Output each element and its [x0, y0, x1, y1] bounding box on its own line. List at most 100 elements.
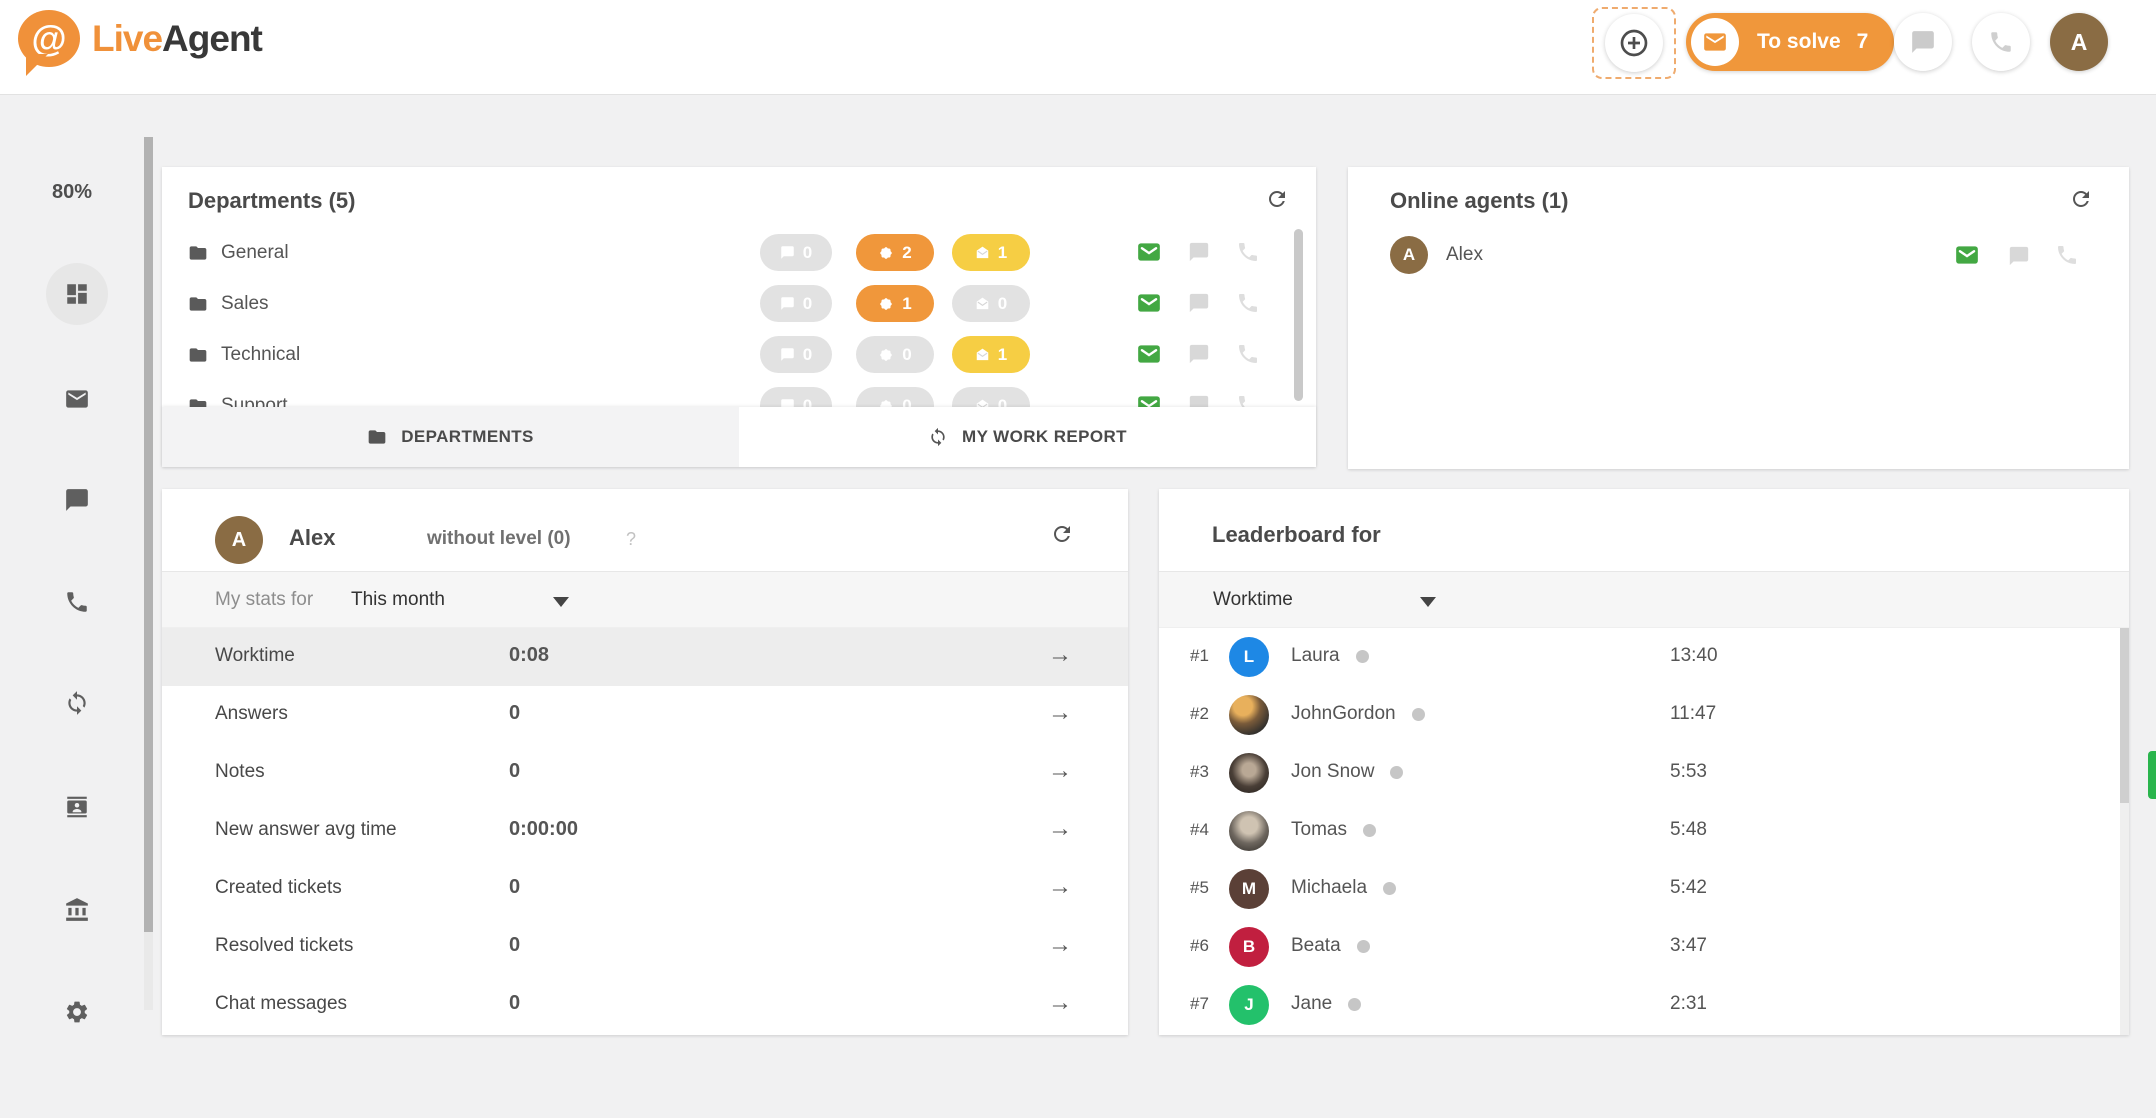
chats-count-badge[interactable]: 0: [760, 285, 832, 322]
sidebar-item-customers[interactable]: [46, 776, 108, 838]
stat-row-answers[interactable]: Answers 0 →: [162, 686, 1128, 744]
page-scrollbar-thumb[interactable]: [144, 137, 153, 932]
stat-row-worktime[interactable]: Worktime 0:08 →: [162, 628, 1128, 686]
department-link[interactable]: Sales: [188, 278, 269, 329]
arrow-right-icon[interactable]: →: [1048, 873, 1072, 900]
refresh-icon[interactable]: [1050, 522, 1074, 546]
start-chat-icon[interactable]: [1188, 241, 1210, 263]
mails-count-badge[interactable]: 0: [952, 387, 1030, 408]
start-call-icon[interactable]: [2055, 243, 2079, 267]
calls-button[interactable]: [1972, 13, 2030, 71]
sidebar-item-tickets[interactable]: [46, 368, 108, 430]
stat-row-chat-messages[interactable]: Chat messages 0 →: [162, 976, 1128, 1034]
tickets-count-badge[interactable]: 1: [856, 285, 934, 322]
sidebar-item-calls[interactable]: [46, 571, 108, 633]
departments-scrollbar[interactable]: [1294, 229, 1303, 401]
start-chat-icon[interactable]: [1188, 292, 1210, 314]
sidebar-item-automation[interactable]: [46, 672, 108, 734]
chevron-down-icon[interactable]: [1420, 597, 1436, 607]
stat-label: Worktime: [215, 645, 295, 666]
agent-avatar: A: [215, 516, 263, 564]
ticket-rosette-icon: [878, 296, 894, 312]
to-solve-button[interactable]: To solve 7: [1686, 13, 1895, 71]
new-mail-icon[interactable]: [1136, 290, 1162, 316]
stat-row-new-answer-avg-time[interactable]: New answer avg time 0:00:00 →: [162, 802, 1128, 860]
tickets-count-badge[interactable]: 2: [856, 234, 934, 271]
department-link[interactable]: Technical: [188, 329, 300, 380]
leaderboard-list: #1 L Laura 13:40 #2 JohnGordon 11:47 #3 …: [1159, 628, 2129, 1034]
tickets-count-badge[interactable]: 0: [856, 336, 934, 373]
start-chat-icon[interactable]: [1188, 343, 1210, 365]
chat-icon: [780, 245, 795, 260]
agent-avatar-initial: L: [1243, 647, 1255, 666]
ticket-rosette-icon: [878, 245, 894, 261]
sidebar-item-billing[interactable]: [46, 879, 108, 941]
stat-row-created-tickets[interactable]: Created tickets 0 →: [162, 860, 1128, 918]
tickets-count-badge[interactable]: 0: [856, 387, 934, 408]
start-chat-icon[interactable]: [1188, 394, 1210, 408]
chats-count-badge[interactable]: 0: [760, 234, 832, 271]
profile-avatar[interactable]: A: [2050, 13, 2108, 71]
arrow-right-icon[interactable]: →: [1048, 931, 1072, 958]
phone-icon: [64, 589, 90, 615]
new-mail-icon[interactable]: [1954, 242, 1980, 268]
arrow-right-icon[interactable]: →: [1048, 989, 1072, 1016]
stat-value: 0: [509, 934, 521, 956]
chevron-down-icon[interactable]: [553, 597, 569, 607]
metric-dropdown[interactable]: Worktime: [1213, 589, 1293, 610]
phone-icon: [1988, 29, 2014, 55]
start-call-icon[interactable]: [1236, 342, 1260, 366]
department-name: General: [221, 241, 289, 263]
stat-row-resolved-tickets[interactable]: Resolved tickets 0 →: [162, 918, 1128, 976]
sidebar-item-dashboard[interactable]: [46, 263, 108, 325]
presence-dot: [1383, 881, 1397, 895]
sidebar-item-chats[interactable]: [46, 469, 108, 531]
presence-dot: [1390, 765, 1404, 779]
arrow-right-icon[interactable]: →: [1048, 757, 1072, 784]
arrow-right-icon[interactable]: →: [1048, 815, 1072, 842]
new-mail-icon[interactable]: [1136, 341, 1162, 367]
stat-value: 0:00:00: [509, 818, 578, 840]
refresh-icon[interactable]: [1265, 187, 1289, 211]
help-icon[interactable]: ?: [626, 529, 637, 549]
plus-icon: [1618, 27, 1650, 59]
department-name: Technical: [221, 343, 301, 365]
tab-my-work-report[interactable]: MY WORK REPORT: [739, 407, 1316, 467]
liveagent-logo: @ LiveAgent: [18, 10, 263, 76]
chats-count-badge[interactable]: 0: [760, 336, 832, 373]
widget-tabs: DEPARTMENTS MY WORK REPORT: [162, 407, 1316, 467]
tab-departments[interactable]: DEPARTMENTS: [162, 407, 739, 467]
stat-row-notes[interactable]: Notes 0 →: [162, 744, 1128, 802]
rank-label: #1: [1190, 646, 1209, 665]
page-scrollbar[interactable]: [144, 137, 153, 1010]
department-link[interactable]: General: [188, 227, 289, 278]
chats-button[interactable]: [1894, 13, 1952, 71]
mails-count-badge[interactable]: 1: [952, 336, 1030, 373]
start-call-icon[interactable]: [1236, 240, 1260, 264]
period-dropdown[interactable]: This month: [351, 589, 445, 610]
department-link[interactable]: Support: [188, 380, 288, 408]
online-agents-panel: Online agents (1) A Alex: [1348, 167, 2129, 469]
create-new-button[interactable]: [1605, 14, 1663, 72]
mails-count-badge[interactable]: 0: [952, 285, 1030, 322]
start-call-icon[interactable]: [1236, 291, 1260, 315]
worktime-value: 2:31: [1670, 993, 1707, 1014]
arrow-right-icon[interactable]: →: [1048, 641, 1072, 668]
chats-count-badge[interactable]: 0: [760, 387, 832, 408]
refresh-icon[interactable]: [2069, 187, 2093, 211]
new-mail-icon[interactable]: [1136, 239, 1162, 265]
start-chat-icon[interactable]: [2008, 245, 2030, 267]
sidebar-item-settings[interactable]: [46, 981, 108, 1043]
mails-count-badge[interactable]: 1: [952, 234, 1030, 271]
leaderboard-scrollbar-thumb[interactable]: [2120, 628, 2129, 803]
feedback-edge-tab[interactable]: [2148, 751, 2156, 799]
leaderboard-scrollbar[interactable]: [2120, 628, 2129, 1035]
stats-list: Worktime 0:08 → Answers 0 → Notes 0 → Ne…: [162, 628, 1128, 1034]
open-envelope-icon: [975, 245, 990, 260]
start-call-icon[interactable]: [1236, 393, 1260, 408]
arrow-right-icon[interactable]: →: [1048, 699, 1072, 726]
new-mail-icon[interactable]: [1136, 392, 1162, 408]
rank-label: #4: [1190, 820, 1209, 839]
stat-label: Answers: [215, 703, 288, 724]
